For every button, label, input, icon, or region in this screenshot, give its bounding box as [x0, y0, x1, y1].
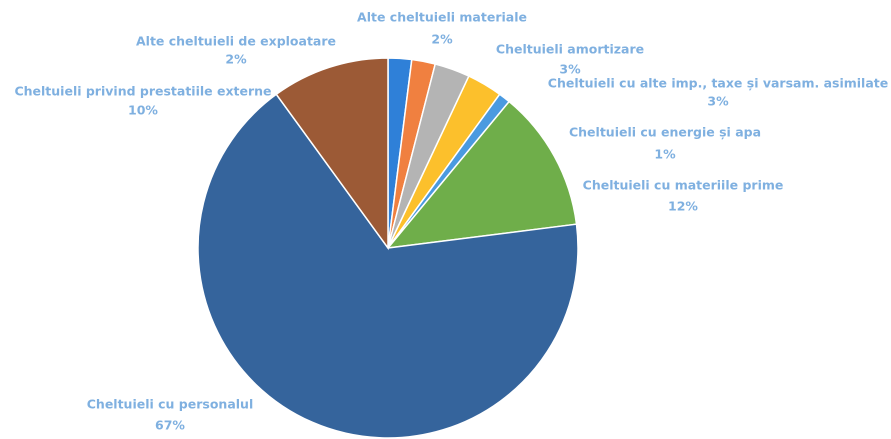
slice-value-label: 2% — [431, 32, 453, 47]
pie-slice — [197, 93, 579, 439]
slice-label: Cheltuieli cu energie și apa — [569, 125, 761, 140]
slice-value-label: 12% — [668, 199, 698, 214]
slice-value-label: 3% — [707, 94, 729, 109]
slice-label: Cheltuieli privind prestatiile externe — [14, 84, 271, 99]
slice-label: Cheltuieli cu personalul — [87, 397, 253, 412]
slice-value-label: 67% — [155, 418, 185, 433]
slice-label: Cheltuieli cu alte imp., taxe și varsam.… — [548, 76, 888, 91]
slice-value-label: 1% — [654, 147, 676, 162]
slice-label: Alte cheltuieli materiale — [357, 10, 527, 25]
pie-slice — [386, 100, 578, 249]
pie-slice — [275, 57, 389, 251]
slice-value-label: 10% — [128, 103, 158, 118]
slice-label: Cheltuieli cu materiile prime — [583, 178, 784, 193]
slice-label: Alte cheltuieli de exploatare — [136, 34, 336, 49]
slice-label: Cheltuieli amortizare — [496, 42, 644, 57]
slice-value-label: 3% — [559, 62, 581, 77]
slice-value-label: 2% — [225, 52, 247, 67]
